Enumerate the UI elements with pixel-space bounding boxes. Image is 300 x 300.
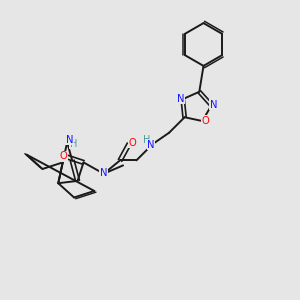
- Text: O: O: [202, 116, 209, 126]
- Text: H: H: [70, 139, 77, 149]
- Text: O: O: [60, 152, 68, 161]
- Text: N: N: [66, 135, 73, 145]
- Text: N: N: [210, 100, 218, 110]
- Text: O: O: [128, 137, 136, 148]
- Text: H: H: [142, 135, 150, 145]
- Text: N: N: [147, 140, 155, 150]
- Text: N: N: [177, 94, 184, 103]
- Text: N: N: [100, 168, 107, 178]
